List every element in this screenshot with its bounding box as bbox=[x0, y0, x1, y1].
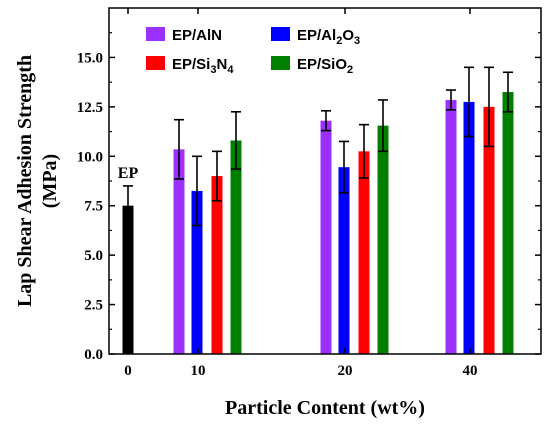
bar bbox=[320, 120, 332, 354]
bar bbox=[173, 149, 185, 354]
bar bbox=[358, 151, 370, 354]
y-axis: 0.0 2.5 5.0 7.5 10.0 12.5 15.0 bbox=[77, 32, 541, 363]
legend-label: EP/Al2O3 bbox=[297, 27, 360, 47]
bar bbox=[230, 140, 242, 354]
x-axis-title: Particle Content (wt%) bbox=[225, 397, 425, 419]
x-tick-label: 0 bbox=[124, 363, 132, 379]
legend-swatch bbox=[271, 27, 290, 41]
bar bbox=[211, 176, 223, 354]
y-axis-title-line2: (MPa) bbox=[39, 154, 61, 208]
legend-item: EP/AlN bbox=[146, 27, 222, 44]
y-tick-label: 0.0 bbox=[84, 347, 103, 363]
legend-item: EP/SiO2 bbox=[271, 56, 353, 76]
legend-swatch bbox=[146, 56, 165, 70]
y-tick-label: 5.0 bbox=[84, 248, 103, 264]
legend-swatch bbox=[271, 56, 290, 70]
annotation-ep: EP bbox=[118, 165, 139, 182]
legend-label: EP/Si3N4 bbox=[172, 56, 234, 76]
legend-item: EP/Al2O3 bbox=[271, 27, 360, 47]
legend-label: EP/AlN bbox=[172, 27, 222, 44]
bar bbox=[122, 205, 134, 354]
legend-swatch bbox=[146, 27, 165, 41]
y-tick-label: 7.5 bbox=[84, 199, 103, 215]
y-tick-label: 10.0 bbox=[77, 149, 103, 165]
bar bbox=[191, 190, 203, 354]
bar bbox=[463, 101, 475, 355]
bar bbox=[483, 106, 495, 354]
legend-label: EP/SiO2 bbox=[297, 56, 353, 76]
bars-layer bbox=[122, 92, 514, 355]
y-tick-label: 2.5 bbox=[84, 298, 103, 314]
x-tick-label: 20 bbox=[338, 363, 353, 379]
bar bbox=[502, 92, 514, 355]
x-tick-label: 40 bbox=[463, 363, 478, 379]
bar bbox=[338, 167, 350, 354]
y-tick-label: 15.0 bbox=[77, 50, 103, 66]
x-axis: 0 10 20 40 bbox=[124, 8, 478, 379]
y-axis-title-line1: Lap Shear Adhesion Strength bbox=[14, 55, 36, 307]
legend-item: EP/Si3N4 bbox=[146, 56, 234, 76]
legend: EP/AlN EP/Al2O3 EP/Si3N4 EP/SiO2 bbox=[146, 27, 360, 76]
y-tick-label: 12.5 bbox=[77, 100, 103, 116]
bar bbox=[377, 125, 389, 354]
error-bars-layer bbox=[123, 66, 513, 227]
x-tick-label: 10 bbox=[191, 363, 206, 379]
bar bbox=[445, 99, 457, 355]
